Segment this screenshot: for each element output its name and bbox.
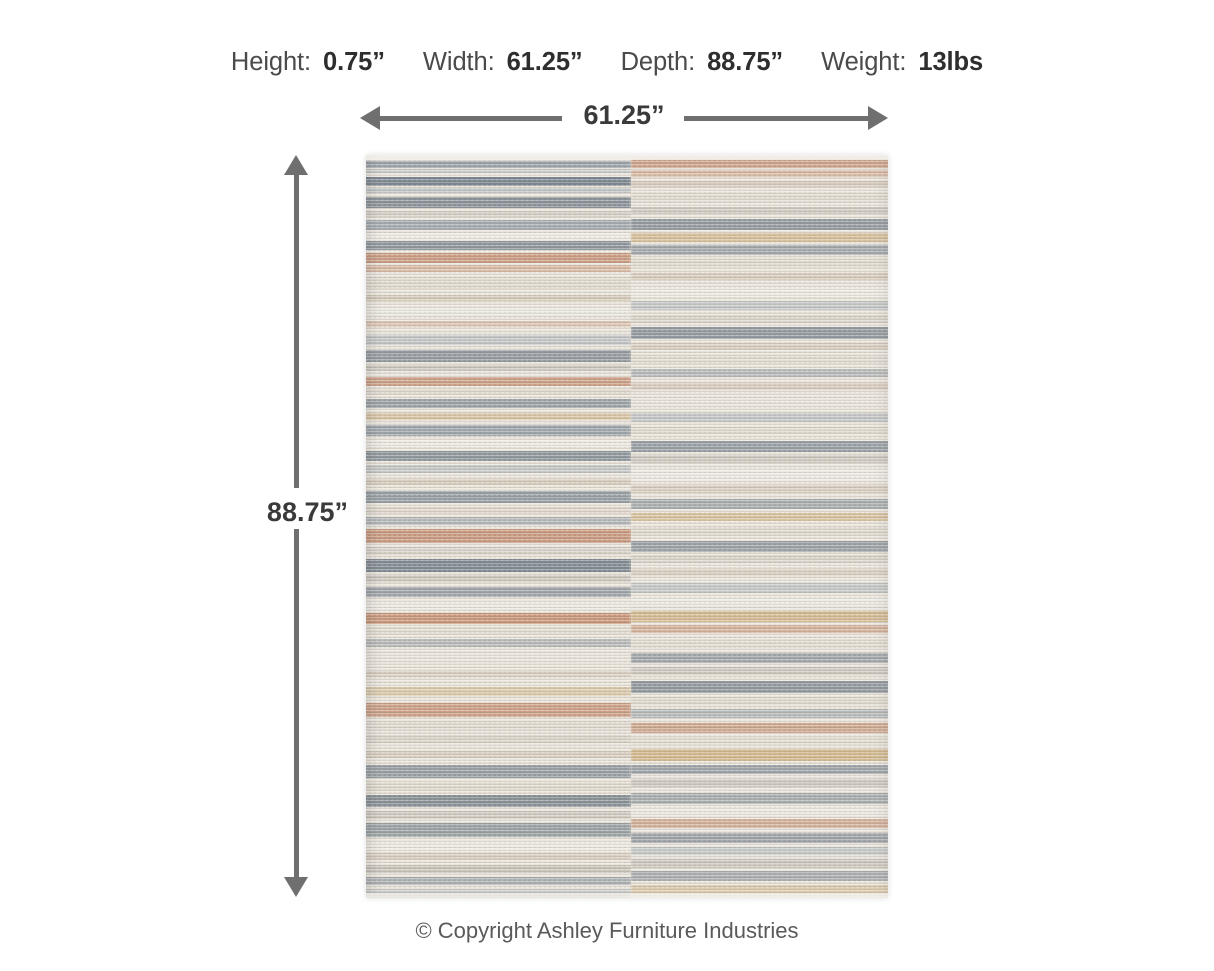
arrow-up-icon — [284, 155, 308, 175]
spec-depth: Depth: 88.75” — [621, 48, 784, 77]
width-dimension-label: 61.25” — [583, 100, 665, 130]
spec-height-value: 0.75” — [323, 48, 385, 76]
spec-depth-label: Depth: — [620, 48, 696, 76]
dimension-line-left — [378, 116, 562, 121]
spec-width: Width: 61.25” — [423, 48, 583, 77]
width-dimension-arrow: 61.25” — [360, 100, 888, 134]
spec-width-label: Width: — [422, 48, 495, 76]
dimension-line-right — [684, 116, 870, 121]
spec-depth-value: 88.75” — [707, 48, 784, 76]
arrow-left-icon — [360, 106, 380, 130]
arrow-right-icon — [868, 106, 888, 130]
spec-width-value: 61.25” — [506, 48, 583, 76]
spec-height: Height: 0.75” — [231, 48, 385, 77]
dimension-line-bottom — [294, 529, 299, 881]
depth-dimension-label: 88.75” — [266, 497, 348, 527]
specification-header: Height: 0.75” Width: 61.25” Depth: 88.75… — [0, 48, 1214, 84]
rug-illustration — [366, 155, 888, 898]
spec-weight-value: 13lbs — [918, 48, 984, 76]
dimension-line-top — [294, 171, 299, 488]
depth-dimension-arrow: 88.75” — [232, 155, 362, 897]
spec-weight-label: Weight: — [821, 48, 907, 76]
product-image-area-rug — [366, 155, 888, 898]
arrow-down-icon — [284, 877, 308, 897]
copyright-notice: © Copyright Ashley Furniture Industries — [415, 918, 799, 943]
spec-height-label: Height: — [230, 48, 312, 76]
spec-weight: Weight: 13lbs — [821, 48, 983, 77]
